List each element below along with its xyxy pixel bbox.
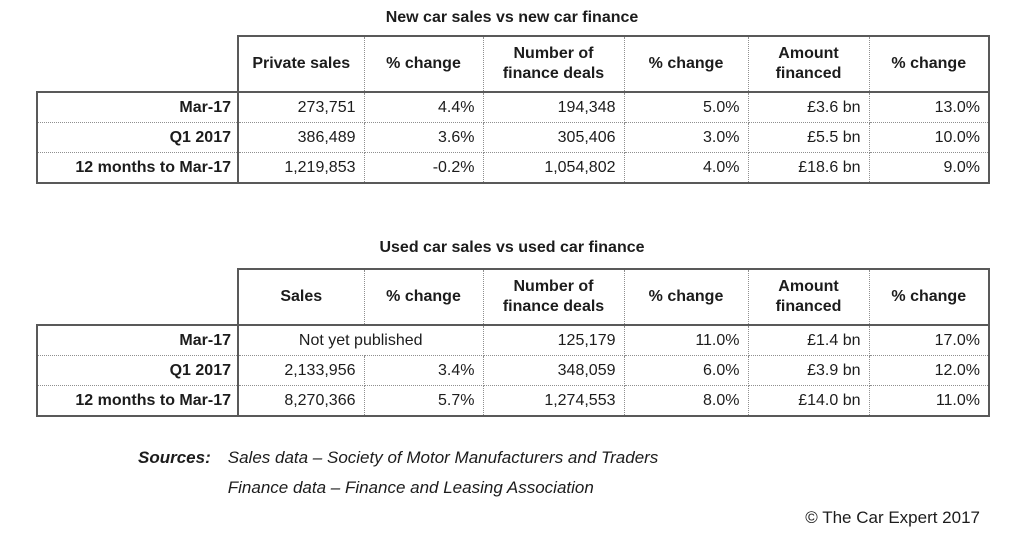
- table-cell: 8.0%: [624, 385, 749, 417]
- table-cell: £18.6 bn: [748, 152, 870, 184]
- table-cell: 10.0%: [869, 122, 990, 153]
- column-header-finance-deals: Number of finance deals: [482, 35, 625, 93]
- used-car-table: Sales % change Number of finance deals %…: [36, 268, 990, 417]
- table-cell: £3.6 bn: [748, 92, 870, 123]
- column-header-pct-change-1: % change: [363, 35, 484, 93]
- table-cell: 4.4%: [364, 92, 484, 123]
- not-yet-published-cell: Not yet published: [238, 325, 484, 356]
- table-row-mar17: Mar-17 Not yet published 125,179 11.0% £…: [36, 324, 990, 356]
- column-header-private-sales: Private sales: [237, 35, 365, 93]
- table-cell: 12.0%: [869, 355, 990, 386]
- table-cell: 3.6%: [364, 122, 484, 153]
- table-cell: -0.2%: [364, 152, 484, 184]
- table-cell: 13.0%: [869, 92, 990, 123]
- column-header-pct-change-2: % change: [623, 268, 749, 326]
- table-cell: £14.0 bn: [748, 385, 870, 417]
- table-cell: 5.0%: [624, 92, 749, 123]
- corner-spacer: [37, 36, 238, 92]
- table-cell: 2,133,956: [238, 355, 365, 386]
- table-cell: 4.0%: [624, 152, 749, 184]
- row-label: 12 months to Mar-17: [36, 152, 239, 184]
- table-cell: 125,179: [483, 325, 625, 356]
- column-header-amount-financed: Amount financed: [747, 35, 870, 93]
- sources-label: Sources:: [138, 448, 211, 467]
- new-car-table-title: New car sales vs new car finance: [385, 9, 639, 26]
- sources-lines: Sales data – Society of Motor Manufactur…: [228, 447, 659, 498]
- source-line-finance: Finance data – Finance and Leasing Assoc…: [227, 478, 594, 497]
- table-cell: 9.0%: [869, 152, 990, 184]
- table-row-q1-2017: Q1 2017 386,489 3.6% 305,406 3.0% £5.5 b…: [36, 122, 990, 153]
- table-cell: 17.0%: [869, 325, 990, 356]
- table-row-12-months: 12 months to Mar-17 1,219,853 -0.2% 1,05…: [36, 152, 990, 184]
- row-label: Mar-17: [36, 324, 239, 356]
- table-row-q1-2017: Q1 2017 2,133,956 3.4% 348,059 6.0% £3.9…: [36, 355, 990, 386]
- column-header-pct-change-3: % change: [868, 268, 990, 326]
- table-cell: £1.4 bn: [748, 325, 870, 356]
- row-label: Q1 2017: [36, 122, 239, 153]
- table-row-12-months: 12 months to Mar-17 8,270,366 5.7% 1,274…: [36, 385, 990, 417]
- column-header-pct-change-2: % change: [623, 35, 749, 93]
- header-row: Sales % change Number of finance deals %…: [37, 268, 990, 326]
- table-row-mar17: Mar-17 273,751 4.4% 194,348 5.0% £3.6 bn…: [36, 91, 990, 123]
- table-cell: 6.0%: [624, 355, 749, 386]
- source-line-sales: Sales data – Society of Motor Manufactur…: [227, 448, 659, 467]
- used-car-table-title: Used car sales vs used car finance: [379, 239, 645, 256]
- table-cell: 3.0%: [624, 122, 749, 153]
- table-cell: 1,274,553: [483, 385, 625, 417]
- copyright-notice: © The Car Expert 2017: [805, 508, 980, 527]
- new-car-table: Private sales % change Number of finance…: [36, 35, 990, 184]
- table-cell: 11.0%: [869, 385, 990, 417]
- corner-spacer: [37, 269, 238, 325]
- column-header-pct-change-3: % change: [868, 35, 990, 93]
- table-cell: £3.9 bn: [748, 355, 870, 386]
- row-label: Mar-17: [36, 91, 239, 123]
- table-cell: 273,751: [238, 92, 365, 123]
- table-cell: 386,489: [238, 122, 365, 153]
- table-cell: 11.0%: [624, 325, 749, 356]
- sources-note: Sources: Sales data – Society of Motor M…: [138, 447, 658, 498]
- table-cell: £5.5 bn: [748, 122, 870, 153]
- column-header-finance-deals: Number of finance deals: [482, 268, 625, 326]
- table-cell: 1,054,802: [483, 152, 625, 184]
- row-label: Q1 2017: [36, 355, 239, 386]
- table-cell: 305,406: [483, 122, 625, 153]
- table-cell: 3.4%: [364, 355, 484, 386]
- table-cell: 348,059: [483, 355, 625, 386]
- table-cell: 1,219,853: [238, 152, 365, 184]
- column-header-pct-change-1: % change: [363, 268, 484, 326]
- column-header-sales: Sales: [237, 268, 365, 326]
- table-cell: 8,270,366: [238, 385, 365, 417]
- table-cell: 194,348: [483, 92, 625, 123]
- row-label: 12 months to Mar-17: [36, 385, 239, 417]
- column-header-amount-financed: Amount financed: [747, 268, 870, 326]
- table-cell: 5.7%: [364, 385, 484, 417]
- header-row: Private sales % change Number of finance…: [37, 35, 990, 93]
